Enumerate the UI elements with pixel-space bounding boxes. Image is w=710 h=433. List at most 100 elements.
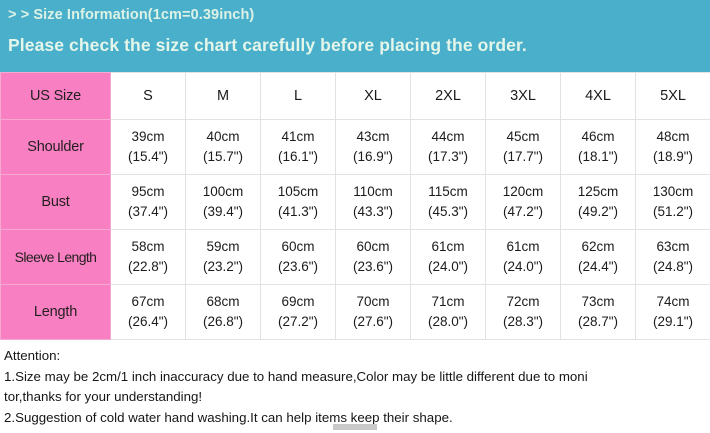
attention-notes: Attention: 1.Size may be 2cm/1 inch inac… (0, 340, 710, 428)
value-cm: 67cm (131, 294, 165, 309)
value-inch: (17.7") (502, 149, 544, 164)
value-inch: (45.3") (427, 204, 469, 219)
value-cm: 72cm (506, 294, 540, 309)
value-inch: (29.1") (652, 314, 694, 329)
value-inch: (24.0") (502, 259, 544, 274)
cell-bust-l: 105cm (41.3") (260, 174, 336, 230)
attention-note-2: 2.Suggestion of cold water hand washing.… (4, 409, 453, 425)
size-header-xl: XL (335, 72, 411, 120)
value-cm: 71cm (431, 294, 465, 309)
size-header-5xl: 5XL (635, 72, 710, 120)
value-inch: (23.6") (352, 259, 394, 274)
value-cm: 130cm (652, 184, 694, 199)
value-cm: 73cm (581, 294, 615, 309)
value-cm: 105cm (277, 184, 319, 199)
cell-length-5xl: 74cm (29.1") (635, 284, 710, 340)
cell-length-s: 67cm (26.4") (110, 284, 186, 340)
value-cm: 110cm (353, 184, 393, 199)
value-cm: 61cm (431, 239, 465, 254)
cell-length-m: 68cm (26.8") (185, 284, 261, 340)
value-inch: (39.4") (202, 204, 244, 219)
value-cm: 40cm (206, 129, 240, 144)
cell-length-3xl: 72cm (28.3") (485, 284, 561, 340)
value-cm: 115cm (428, 184, 468, 199)
value-inch: (41.3") (277, 204, 319, 219)
attention-note-1-part2: tor,thanks for your understanding! (4, 389, 203, 404)
row-label-bust: Bust (0, 174, 111, 230)
value-cm: 44cm (431, 129, 465, 144)
cell-sleeve-4xl: 62cm (24.4") (560, 229, 636, 285)
attention-heading: Attention: (4, 348, 61, 363)
value-cm: 70cm (356, 294, 390, 309)
cell-shoulder-xl: 43cm (16.9") (335, 119, 411, 175)
size-header-4xl: 4XL (560, 72, 636, 120)
value-inch: (27.2") (277, 314, 319, 329)
table-row-shoulder: Shoulder 39cm (15.4") 40cm (15.7") 41cm (16… (0, 119, 710, 175)
value-inch: (28.7") (577, 314, 619, 329)
banner-title: Please check the size chart carefully be… (8, 35, 527, 55)
value-inch: (17.3") (427, 149, 469, 164)
value-inch: (43.3") (352, 204, 394, 219)
value-inch: (24.0") (427, 259, 469, 274)
value-cm: 48cm (656, 129, 690, 144)
value-cm: 43cm (356, 129, 390, 144)
value-inch: (18.9") (652, 149, 694, 164)
cell-shoulder-2xl: 44cm (17.3") (410, 119, 486, 175)
size-header-m: M (185, 72, 261, 120)
value-inch: (16.9") (352, 149, 394, 164)
value-cm: 100cm (202, 184, 244, 199)
cell-shoulder-l: 41cm (16.1") (260, 119, 336, 175)
value-cm: 68cm (206, 294, 240, 309)
us-size-header-cell: US Size (0, 72, 111, 120)
value-cm: 95cm (131, 184, 165, 199)
cell-sleeve-l: 60cm (23.6") (260, 229, 336, 285)
cell-bust-4xl: 125cm (49.2") (560, 174, 636, 230)
cell-bust-3xl: 120cm (47.2") (485, 174, 561, 230)
value-cm: 74cm (656, 294, 690, 309)
cell-bust-2xl: 115cm (45.3") (410, 174, 486, 230)
size-header-3xl: 3XL (485, 72, 561, 120)
value-inch: (26.8") (202, 314, 244, 329)
cell-length-xl: 70cm (27.6") (335, 284, 411, 340)
cell-bust-5xl: 130cm (51.2") (635, 174, 710, 230)
row-label-shoulder: Shoulder (0, 119, 111, 175)
cell-shoulder-4xl: 46cm (18.1") (560, 119, 636, 175)
value-inch: (49.2") (577, 204, 619, 219)
value-inch: (23.2") (202, 259, 244, 274)
cell-length-2xl: 71cm (28.0") (410, 284, 486, 340)
cell-shoulder-m: 40cm (15.7") (185, 119, 261, 175)
size-header-l: L (260, 72, 336, 120)
value-cm: 61cm (506, 239, 540, 254)
value-inch: (15.7") (202, 149, 244, 164)
cell-length-4xl: 73cm (28.7") (560, 284, 636, 340)
table-row-bust: Bust 95cm (37.4") 100cm (39.4") 105cm (41.3… (0, 174, 710, 230)
cell-sleeve-2xl: 61cm (24.0") (410, 229, 486, 285)
value-inch: (28.0") (427, 314, 469, 329)
value-inch: (51.2") (652, 204, 694, 219)
bottom-divider-stub (333, 424, 377, 430)
cell-sleeve-5xl: 63cm (24.8") (635, 229, 710, 285)
cell-shoulder-5xl: 48cm (18.9") (635, 119, 710, 175)
cell-shoulder-3xl: 45cm (17.7") (485, 119, 561, 175)
value-inch: (28.3") (502, 314, 544, 329)
value-inch: (22.8") (127, 259, 169, 274)
value-inch: (27.6") (352, 314, 394, 329)
value-cm: 60cm (281, 239, 315, 254)
value-cm: 39cm (131, 129, 165, 144)
value-inch: (23.6") (277, 259, 319, 274)
value-cm: 62cm (581, 239, 615, 254)
table-header-row: US Size S M L XL 2XL 3XL 4XL 5XL (0, 72, 710, 120)
cell-length-l: 69cm (27.2") (260, 284, 336, 340)
cell-sleeve-s: 58cm (22.8") (110, 229, 186, 285)
value-inch: (37.4") (127, 204, 169, 219)
table-row-sleeve-length: Sleeve Length 58cm (22.8") 59cm (23.2") 60… (0, 229, 710, 285)
value-cm: 125cm (577, 184, 619, 199)
value-cm: 41cm (281, 129, 315, 144)
cell-shoulder-s: 39cm (15.4") (110, 119, 186, 175)
value-cm: 59cm (206, 239, 240, 254)
cell-sleeve-xl: 60cm (23.6") (335, 229, 411, 285)
value-inch: (18.1") (577, 149, 619, 164)
value-cm: 45cm (506, 129, 540, 144)
size-information-banner: > > Size Information(1cm=0.39inch) Pleas… (0, 0, 710, 72)
